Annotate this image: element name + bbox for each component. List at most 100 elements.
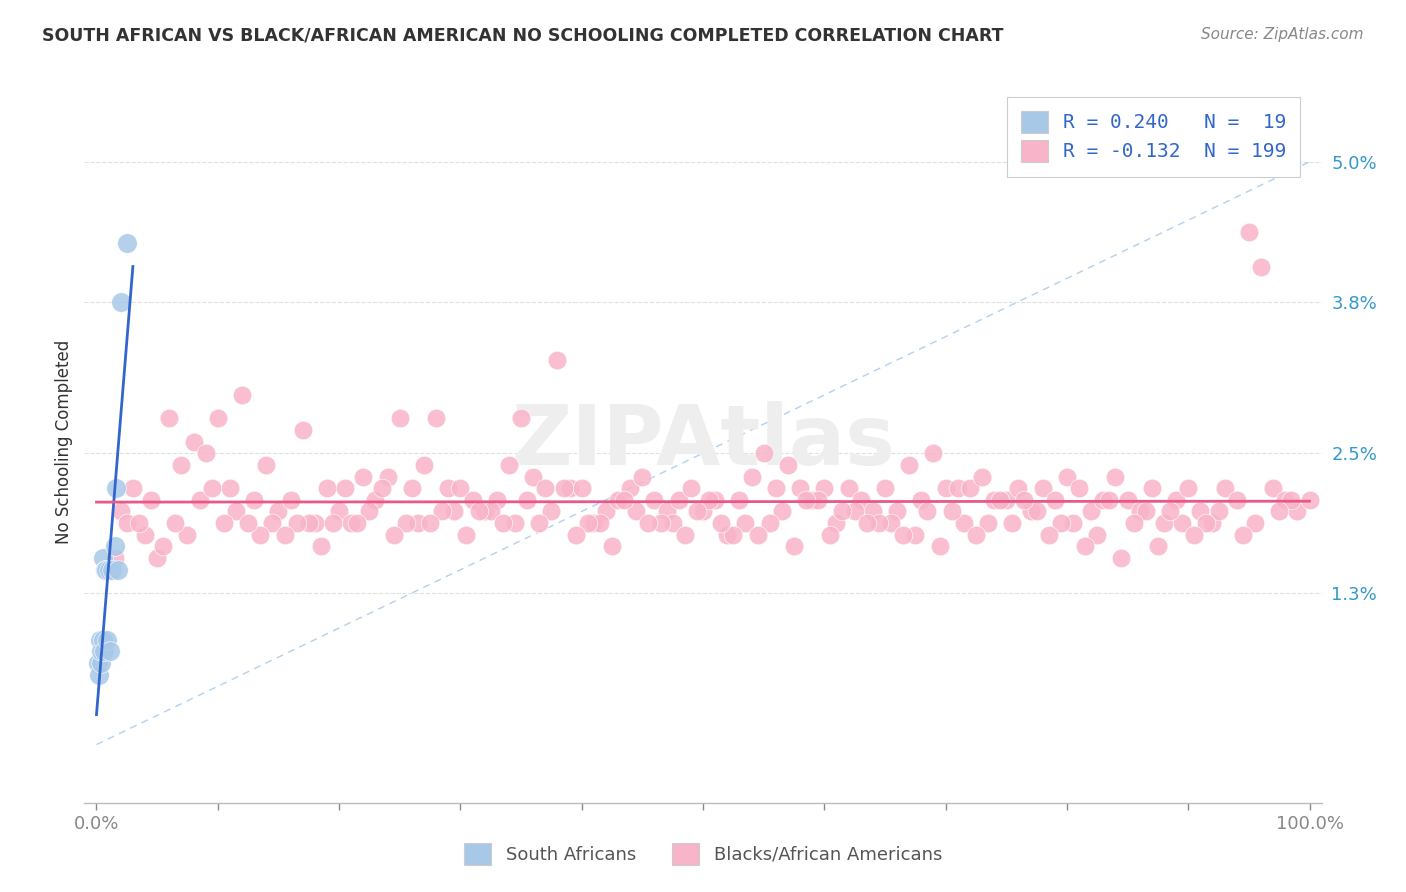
Point <box>115 516 138 530</box>
Point <box>886 504 908 518</box>
Point <box>965 528 987 542</box>
Point <box>765 481 787 495</box>
Text: SOUTH AFRICAN VS BLACK/AFRICAN AMERICAN NO SCHOOLING COMPLETED CORRELATION CHART: SOUTH AFRICAN VS BLACK/AFRICAN AMERICAN … <box>42 27 1004 45</box>
Point <box>437 481 460 495</box>
Point <box>534 481 557 495</box>
Point <box>304 516 326 530</box>
Point <box>643 492 665 507</box>
Point <box>1025 504 1047 518</box>
Point <box>267 504 290 518</box>
Point <box>686 504 709 518</box>
Point <box>201 481 224 495</box>
Point <box>1177 481 1199 495</box>
Point <box>1232 528 1254 542</box>
Point <box>291 423 314 437</box>
Point <box>650 516 672 530</box>
Point <box>704 492 727 507</box>
Point <box>825 516 848 530</box>
Point <box>655 504 678 518</box>
Point <box>970 469 993 483</box>
Point <box>952 516 974 530</box>
Point <box>449 481 471 495</box>
Point <box>110 294 132 309</box>
Point <box>1195 516 1218 530</box>
Point <box>316 481 339 495</box>
Point <box>231 388 253 402</box>
Point <box>183 434 205 449</box>
Point <box>983 492 1005 507</box>
Point <box>98 644 121 658</box>
Point <box>406 516 429 530</box>
Point <box>1153 516 1175 530</box>
Legend: South Africans, Blacks/African Americans: South Africans, Blacks/African Americans <box>456 834 950 874</box>
Point <box>89 632 111 647</box>
Point <box>382 528 405 542</box>
Point <box>1043 492 1066 507</box>
Point <box>546 353 568 368</box>
Point <box>107 563 129 577</box>
Point <box>946 481 969 495</box>
Point <box>1129 504 1152 518</box>
Point <box>710 516 733 530</box>
Point <box>553 481 575 495</box>
Point <box>783 540 806 554</box>
Point <box>1226 492 1249 507</box>
Point <box>1001 516 1024 530</box>
Point <box>922 446 945 460</box>
Point <box>600 540 623 554</box>
Point <box>516 492 538 507</box>
Point <box>115 236 138 251</box>
Point <box>1250 260 1272 274</box>
Point <box>752 446 775 460</box>
Point <box>273 528 295 542</box>
Point <box>1140 481 1163 495</box>
Point <box>917 504 939 518</box>
Point <box>236 516 259 530</box>
Point <box>474 504 496 518</box>
Point <box>849 492 872 507</box>
Point <box>1056 469 1078 483</box>
Point <box>91 632 114 647</box>
Point <box>91 551 114 566</box>
Point <box>1279 492 1302 507</box>
Point <box>626 504 648 518</box>
Text: ZIPAtlas: ZIPAtlas <box>510 401 896 482</box>
Point <box>1092 492 1115 507</box>
Point <box>219 481 242 495</box>
Point <box>388 411 411 425</box>
Point <box>582 516 605 530</box>
Point <box>607 492 630 507</box>
Point <box>741 469 763 483</box>
Point <box>152 540 174 554</box>
Point <box>492 516 515 530</box>
Point <box>977 516 1000 530</box>
Point <box>395 516 418 530</box>
Point <box>813 481 835 495</box>
Point <box>529 516 551 530</box>
Point <box>485 492 508 507</box>
Point <box>104 551 127 566</box>
Point <box>370 481 392 495</box>
Point <box>613 492 636 507</box>
Point <box>844 504 866 518</box>
Point <box>928 540 950 554</box>
Point <box>1268 504 1291 518</box>
Point <box>995 492 1018 507</box>
Point <box>479 504 502 518</box>
Point <box>1213 481 1236 495</box>
Point <box>631 469 654 483</box>
Point <box>807 492 830 507</box>
Point <box>1098 492 1121 507</box>
Point <box>86 656 108 670</box>
Point <box>1080 504 1102 518</box>
Point <box>1050 516 1073 530</box>
Point <box>139 492 162 507</box>
Point <box>1164 492 1187 507</box>
Point <box>668 492 690 507</box>
Point <box>101 563 124 577</box>
Point <box>104 540 127 554</box>
Point <box>558 481 581 495</box>
Point <box>122 481 145 495</box>
Point <box>988 492 1011 507</box>
Point <box>510 411 533 425</box>
